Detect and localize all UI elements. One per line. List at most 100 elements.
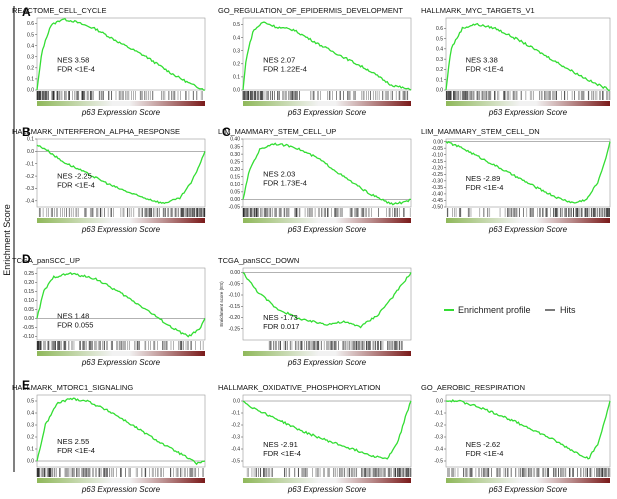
y-tick-label: -0.4 xyxy=(231,447,240,453)
y-tick-label: -0.10 xyxy=(229,293,241,299)
y-tick-label: -0.40 xyxy=(432,192,444,198)
plot-area xyxy=(445,138,611,208)
panel-title: TCGA_panSCC_DOWN xyxy=(218,256,299,265)
y-tick-label: -0.30 xyxy=(432,179,444,185)
nes-label: NES 3.38 xyxy=(466,56,498,65)
rank-gradient-bar xyxy=(446,478,610,483)
y-tick-label: 0.3 xyxy=(27,54,34,60)
x-axis-label: p63 Expression Score xyxy=(488,108,568,117)
y-tick-label: -0.1 xyxy=(231,411,240,417)
panel-title: LIM_MAMMARY_STEM_CELL_DN xyxy=(421,127,540,136)
hits-barcode xyxy=(242,91,408,100)
y-tick-label: 0.2 xyxy=(27,66,34,72)
nes-label: NES -2.89 xyxy=(466,174,501,183)
panel-title: HALLMARK_OXIDATIVE_PHOSPHORYLATION xyxy=(218,383,381,392)
y-tick-label: 0.6 xyxy=(27,21,34,27)
y-tick-label: 0.00 xyxy=(24,316,34,322)
y-tick-label: -0.20 xyxy=(229,315,241,321)
hits-barcode xyxy=(36,341,204,350)
fdr-label: FDR 1.22E-4 xyxy=(263,65,307,74)
x-axis-label: p63 Expression Score xyxy=(488,225,568,234)
nes-label: NES -2.62 xyxy=(466,440,501,449)
enrichment-profile-line xyxy=(445,140,611,204)
fdr-label: FDR <1E-4 xyxy=(57,180,95,189)
y-tick-label: -0.25 xyxy=(229,326,241,332)
nes-label: NES 2.55 xyxy=(57,437,89,446)
plot-area xyxy=(445,17,611,91)
y-tick-label: 0.10 xyxy=(230,182,240,188)
x-axis-label: p63 Expression Score xyxy=(81,358,161,367)
panel-title: GO_REGULATION_OF_EPIDERMIS_DEVELOPMENT xyxy=(218,6,403,15)
y-tick-label: 0.0 xyxy=(233,88,240,94)
y-tick-label: -0.3 xyxy=(25,186,34,192)
x-axis-label: p63 Expression Score xyxy=(81,108,161,117)
y-tick-label: -0.25 xyxy=(432,172,444,178)
y-tick-label: 0.6 xyxy=(436,26,443,32)
y-tick-label: 0.0 xyxy=(436,88,443,94)
gsea-panel-5: LIM_MAMMARY_STEM_CELL_UP0.400.35 0.300.25… xyxy=(218,127,412,234)
panel-label-a: A xyxy=(22,5,31,19)
y-tick-label: 0.40 xyxy=(230,137,240,143)
hits-barcode xyxy=(39,208,206,217)
y-tick-label: 0.00 xyxy=(230,197,240,203)
fdr-label: FDR <1E-4 xyxy=(263,449,301,458)
rank-gradient-bar xyxy=(446,101,610,106)
fdr-label: FDR <1E-4 xyxy=(466,449,504,458)
fdr-label: FDR <1E-4 xyxy=(57,446,95,455)
y-tick-label: 0.0 xyxy=(27,459,34,465)
y-tick-label: 0.5 xyxy=(436,36,443,42)
nes-label: NES 2.03 xyxy=(263,169,295,178)
plot-area xyxy=(36,138,206,208)
gsea-panel-6: LIM_MAMMARY_STEM_CELL_DN0.00-0.05-0.10-0… xyxy=(421,127,611,234)
y-tick-label: 0.4 xyxy=(436,47,443,53)
global-y-axis-label: Enrichment Score xyxy=(2,204,12,276)
y-tick-label: 0.3 xyxy=(233,48,240,54)
rank-gradient-bar xyxy=(37,478,205,483)
y-tick-label: 0.3 xyxy=(436,57,443,63)
enrichment-profile-line xyxy=(36,271,206,338)
gsea-panel-8: TCGA_panSCC_DOWN 0.00 -0.05 -0.10 -0.15 -0.20… xyxy=(218,256,412,367)
enrichment-profile-line xyxy=(36,17,206,91)
gsea-panel-9: HALLMARK_MTORC1_SIGNALING 0.5 0.4 0.3 0.2 0.1… xyxy=(12,383,206,494)
y-tick-label: 0.5 xyxy=(27,399,34,405)
plot-area xyxy=(242,17,412,91)
nes-label: NES 1.48 xyxy=(57,311,89,320)
x-axis-label: p63 Expression Score xyxy=(488,485,568,494)
y-tick-label: 0.1 xyxy=(436,77,443,83)
panel-title: HALLMARK_MTORC1_SIGNALING xyxy=(12,383,133,392)
y-tick-label: -0.05 xyxy=(23,325,35,331)
rank-gradient-bar xyxy=(243,478,411,483)
y-tick-label: 0.4 xyxy=(27,43,34,49)
fdr-label: FDR <1E-4 xyxy=(466,65,504,74)
nes-label: NES -1.73 xyxy=(263,313,298,322)
y-tick-label: 0.00 xyxy=(230,270,240,276)
hits-barcode xyxy=(268,341,403,350)
plot-area xyxy=(36,17,206,91)
nes-label: NES -2.25 xyxy=(57,171,92,180)
y-tick-label: -0.35 xyxy=(432,185,444,191)
gsea-panel-10: HALLMARK_OXIDATIVE_PHOSPHORYLATION 0.0 -0.… xyxy=(218,383,412,494)
hits-barcode xyxy=(246,468,412,477)
plot-area xyxy=(242,138,412,208)
y-tick-label: -0.15 xyxy=(229,304,241,310)
y-tick-label: 0.05 xyxy=(24,307,34,313)
enrichment-profile-line xyxy=(36,144,206,205)
y-tick-label: -0.2 xyxy=(231,423,240,429)
y-tick-label: -0.10 xyxy=(432,152,444,158)
y-tick-label: -0.05 xyxy=(229,281,241,287)
hits-barcode xyxy=(242,208,411,217)
panel-title: GO_AEROBIC_RESPIRATION xyxy=(421,383,525,392)
enrichment-profile-line xyxy=(445,22,611,92)
y-tick-label: -0.3 xyxy=(231,435,240,441)
y-tick-label: -0.4 xyxy=(434,447,443,453)
enrichment-profile-line xyxy=(242,142,411,206)
y-tick-label: -0.4 xyxy=(25,199,34,205)
enrichment-profile-line xyxy=(36,397,206,466)
plot-area xyxy=(445,394,611,468)
y-tick-label: 0.35 xyxy=(230,144,240,150)
y-tick-label: 0.00 xyxy=(433,139,443,145)
x-axis-label: p63 Expression Score xyxy=(81,485,161,494)
panel-label-c: C xyxy=(222,125,231,139)
panel-y-axis-label: Enrichment score (ES) xyxy=(219,281,224,327)
